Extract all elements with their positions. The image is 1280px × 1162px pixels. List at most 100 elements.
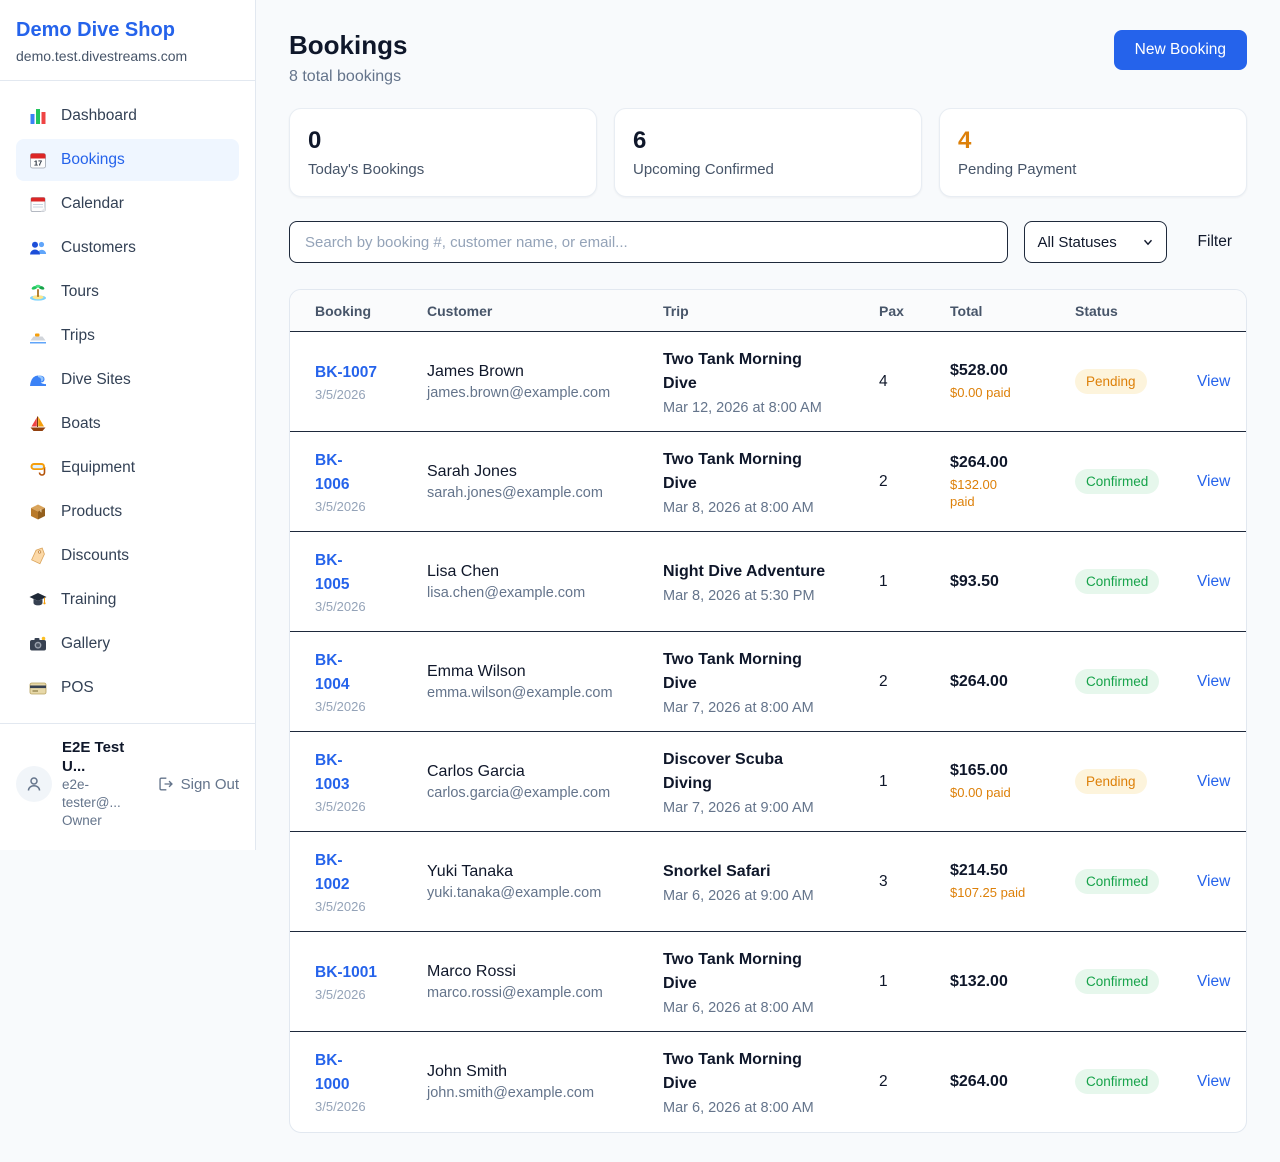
total-amount: $132.00 [950,972,1008,990]
view-link[interactable]: View [1197,872,1231,890]
booking-id-link[interactable]: BK- 1002 [315,852,350,893]
status-badge: Confirmed [1075,669,1160,694]
sidebar-item-label: Training [61,591,117,608]
stat-card-todays-bookings: 0 Today's Bookings [289,108,597,197]
status-filter-select[interactable]: All Statuses [1023,221,1167,263]
trip-datetime: Mar 7, 2026 at 8:00 AM [663,699,814,716]
filter-row: All Statuses Filter [289,221,1247,263]
view-link[interactable]: View [1197,672,1231,690]
booking-date: 3/5/2026 [315,499,366,514]
trip-datetime: Mar 7, 2026 at 9:00 AM [663,799,814,816]
trip-name: Two Tank Morning Dive [663,950,802,992]
booking-id-link[interactable]: BK- 1004 [315,652,350,693]
table-row: BK- 1005 3/5/2026 Lisa Chen lisa.chen@exam… [290,531,1246,632]
stat-value: 6 [633,127,647,154]
sidebar-item-label: Gallery [61,635,111,652]
column-header-pax: Pax [854,290,925,332]
trip-name: Two Tank Morning Dive [663,1050,802,1092]
customer-email: yuki.tanaka@example.com [427,884,602,901]
new-booking-button[interactable]: New Booking [1113,30,1247,70]
booking-id-link[interactable]: BK- 1006 [315,452,350,493]
pax-count: 2 [854,431,925,532]
status-select-value: All Statuses [1037,233,1117,251]
view-link[interactable]: View [1197,772,1231,790]
view-link[interactable]: View [1197,1072,1231,1090]
sidebar-item-bookings[interactable]: 17 Bookings [16,139,239,181]
sign-out-label: Sign Out [180,775,239,793]
sidebar-item-products[interactable]: Products [16,491,239,533]
trip-datetime: Mar 6, 2026 at 9:00 AM [663,887,814,904]
page-title: Bookings [289,30,408,60]
sidebar-item-gallery[interactable]: Gallery [16,623,239,665]
stat-card-upcoming-confirmed: 6 Upcoming Confirmed [614,108,922,197]
sidebar-item-trips[interactable]: Trips [16,315,239,357]
sidebar-item-training[interactable]: Training [16,579,239,621]
sidebar-item-label: Dive Sites [61,371,131,388]
total-amount: $165.00 [950,762,1008,779]
graduation-cap-icon [28,590,48,610]
sidebar: Demo Dive Shop demo.test.divestreams.com… [0,0,256,850]
brand-domain: demo.test.divestreams.com [16,48,188,64]
total-amount: $93.50 [950,572,999,590]
stat-value: 4 [958,127,972,154]
view-link[interactable]: View [1197,972,1231,990]
sidebar-item-discounts[interactable]: Discounts [16,535,239,577]
view-link[interactable]: View [1197,472,1231,490]
camera-icon [28,634,48,654]
sidebar-item-equipment[interactable]: Equipment [16,447,239,489]
trip-datetime: Mar 8, 2026 at 8:00 AM [663,499,814,516]
credit-card-icon [28,678,48,698]
customer-email: lisa.chen@example.com [427,584,586,601]
user-section: E2E Test U... e2e-tester@... Owner Sign … [0,723,255,850]
sidebar-item-tours[interactable]: Tours [16,271,239,313]
sidebar-item-customers[interactable]: Customers [16,227,239,269]
view-link[interactable]: View [1197,372,1231,390]
total-amount: $528.00 [950,362,1008,379]
bookings-table-card: Booking Customer Trip Pax Total Status B… [289,289,1247,1133]
sidebar-nav: Dashboard 17 Bookings Calendar Customers [0,81,255,719]
table-row: BK- 1002 3/5/2026 Yuki Tanaka yuki.tanaka@… [290,831,1246,932]
pax-count: 1 [854,531,925,632]
paid-amount: $0.00 paid [950,785,1011,800]
column-header-actions [1172,290,1246,332]
bookings-table: Booking Customer Trip Pax Total Status B… [290,290,1246,1132]
booking-id-link[interactable]: BK- 1000 [315,1052,350,1094]
filter-button[interactable]: Filter [1183,233,1247,251]
booking-id-link[interactable]: BK-1007 [315,364,378,381]
wave-icon [28,370,48,390]
booking-id-link[interactable]: BK-1001 [315,964,378,981]
booking-date: 3/5/2026 [315,1099,366,1115]
trip-datetime: Mar 8, 2026 at 5:30 PM [663,587,815,604]
sidebar-item-dive-sites[interactable]: Dive Sites [16,359,239,401]
booking-id-link[interactable]: BK- 1003 [315,752,350,793]
table-row: BK- 1003 3/5/2026 Carlos Garcia carlos.gar… [290,731,1246,832]
brand-title: Demo Dive Shop [16,19,175,41]
search-input[interactable] [289,221,1008,263]
customer-name: Emma Wilson [427,662,526,680]
sidebar-item-label: Dashboard [61,107,137,124]
user-email: e2e-tester@... [62,777,121,810]
customer-email: sarah.jones@example.com [427,484,603,501]
sidebar-item-pos[interactable]: POS [16,667,239,709]
booking-date: 3/5/2026 [315,699,366,714]
column-header-customer: Customer [402,290,638,332]
column-header-total: Total [925,290,1050,332]
table-row: BK-1001 3/5/2026 Marco Rossi marco.rossi@e… [290,931,1246,1032]
trip-name: Two Tank Morning Dive [663,650,802,692]
view-link[interactable]: View [1197,572,1231,590]
trip-name: Discover Scuba Diving [663,750,784,792]
stat-label: Today's Bookings [308,161,425,178]
page-subtitle: 8 total bookings [289,68,402,85]
sidebar-item-boats[interactable]: Boats [16,403,239,445]
app-shell: Demo Dive Shop demo.test.divestreams.com… [0,0,1247,1133]
sidebar-item-label: Discounts [61,547,130,564]
booking-date: 3/5/2026 [315,899,366,914]
sidebar-item-calendar[interactable]: Calendar [16,183,239,225]
total-amount: $264.00 [950,453,1008,471]
sign-out-button[interactable]: Sign Out [156,775,239,793]
sidebar-item-dashboard[interactable]: Dashboard [16,95,239,137]
trip-datetime: Mar 6, 2026 at 8:00 AM [663,1099,814,1116]
customer-email: emma.wilson@example.com [427,684,613,701]
table-header-row: Booking Customer Trip Pax Total Status [290,290,1246,332]
booking-id-link[interactable]: BK- 1005 [315,552,350,593]
